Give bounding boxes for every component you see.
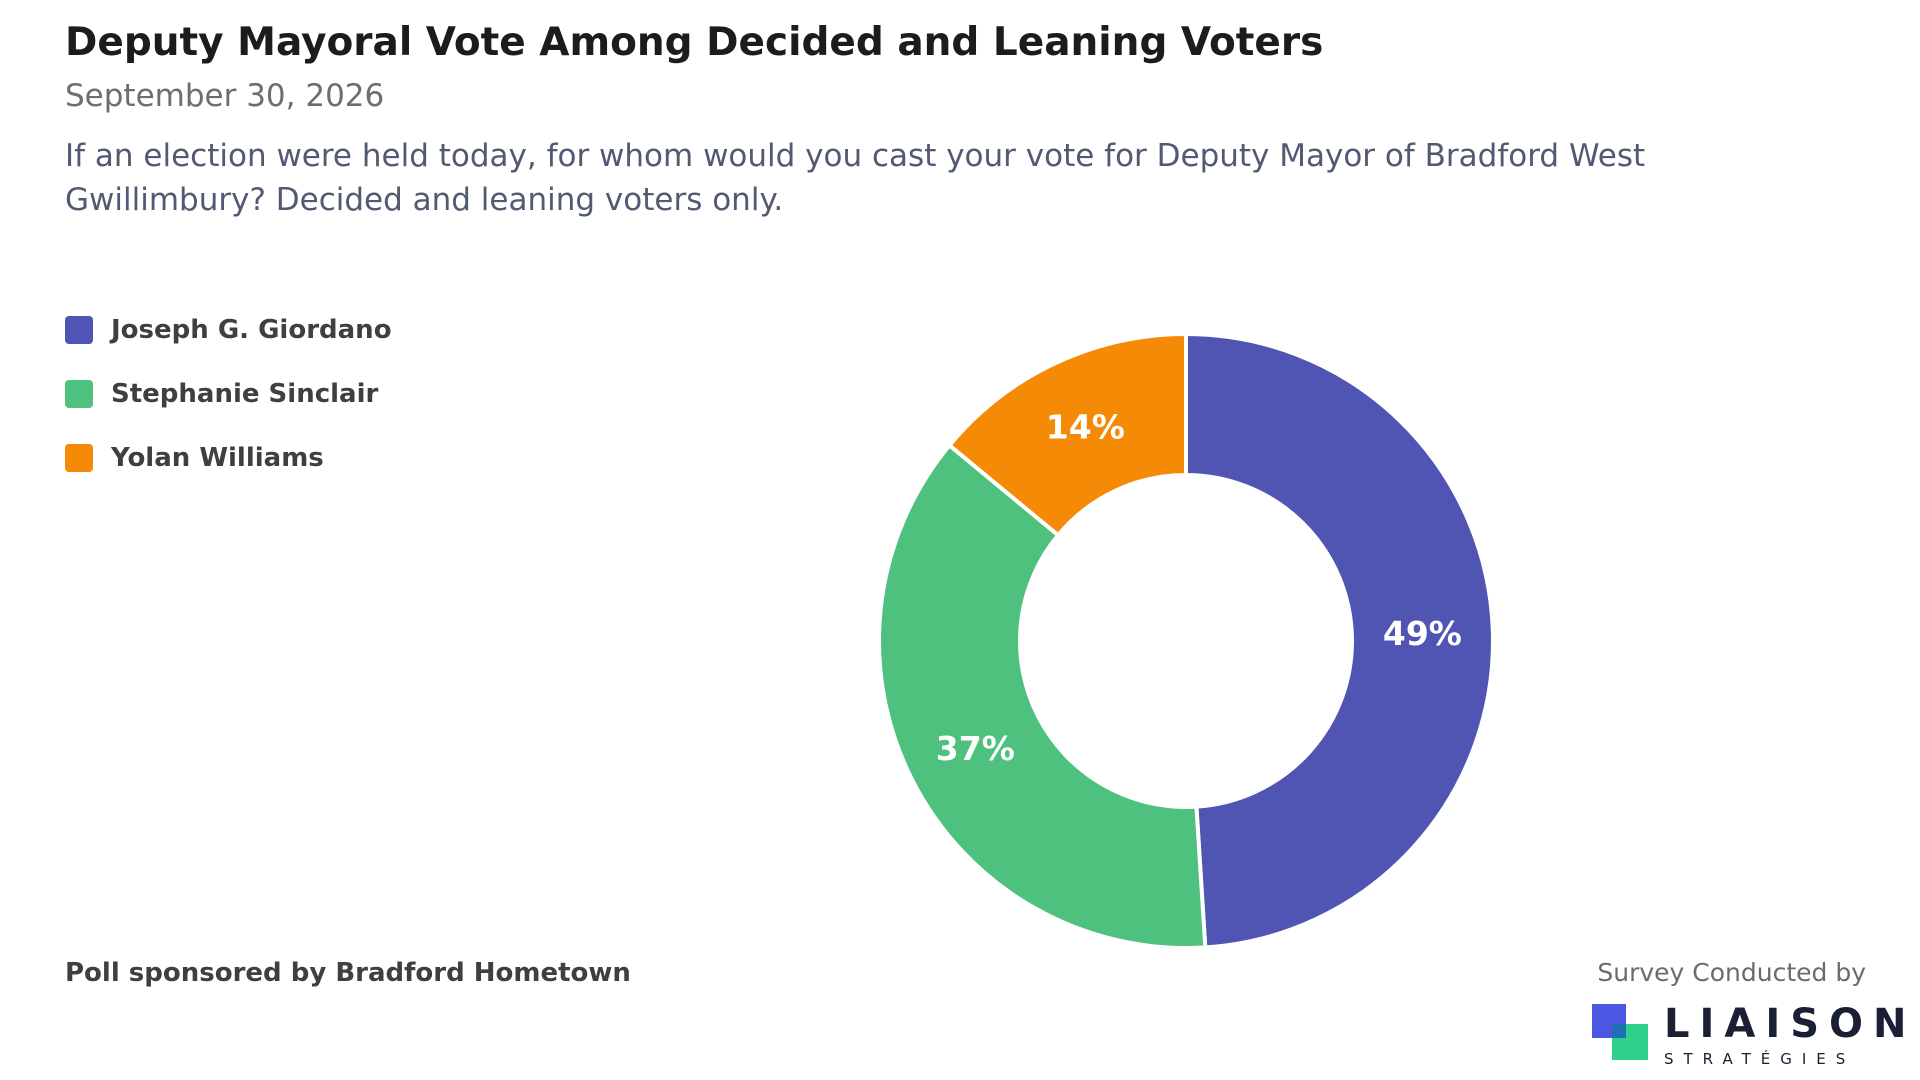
- chart-legend: Joseph G. Giordano Stephanie Sinclair Yo…: [65, 312, 392, 504]
- logo-subtitle: STRATÉGIES: [1664, 1050, 1856, 1068]
- donut-slice-1: [1184, 331, 1495, 950]
- sponsor-note: Poll sponsored by Bradford Hometown: [65, 958, 631, 988]
- donut-slice-3: [946, 331, 1188, 539]
- liaison-logo: LIAISON STRATÉGIES: [1592, 1004, 1917, 1068]
- survey-credit: Survey Conducted by: [1597, 958, 1866, 987]
- legend-item-giordano: Joseph G. Giordano: [65, 312, 392, 348]
- logo-mark-icon: [1592, 1004, 1648, 1060]
- slice-value-label: 49%: [1383, 614, 1462, 653]
- chart-title: Deputy Mayoral Vote Among Decided and Le…: [65, 20, 1324, 65]
- slice-value-label: 14%: [1046, 408, 1125, 447]
- poll-question: If an election were held today, for whom…: [65, 138, 1646, 218]
- legend-swatch: [65, 380, 93, 408]
- legend-label: Joseph G. Giordano: [111, 315, 392, 345]
- donut-slice-2: [877, 442, 1208, 950]
- slice-value-label: 37%: [936, 729, 1015, 768]
- legend-item-williams: Yolan Williams: [65, 440, 392, 476]
- legend-label: Stephanie Sinclair: [111, 379, 379, 409]
- logo-name: LIAISON: [1664, 1001, 1917, 1047]
- legend-label: Yolan Williams: [111, 443, 324, 473]
- legend-item-sinclair: Stephanie Sinclair: [65, 376, 392, 412]
- legend-swatch: [65, 444, 93, 472]
- poll-date: September 30, 2026: [65, 78, 385, 114]
- legend-swatch: [65, 316, 93, 344]
